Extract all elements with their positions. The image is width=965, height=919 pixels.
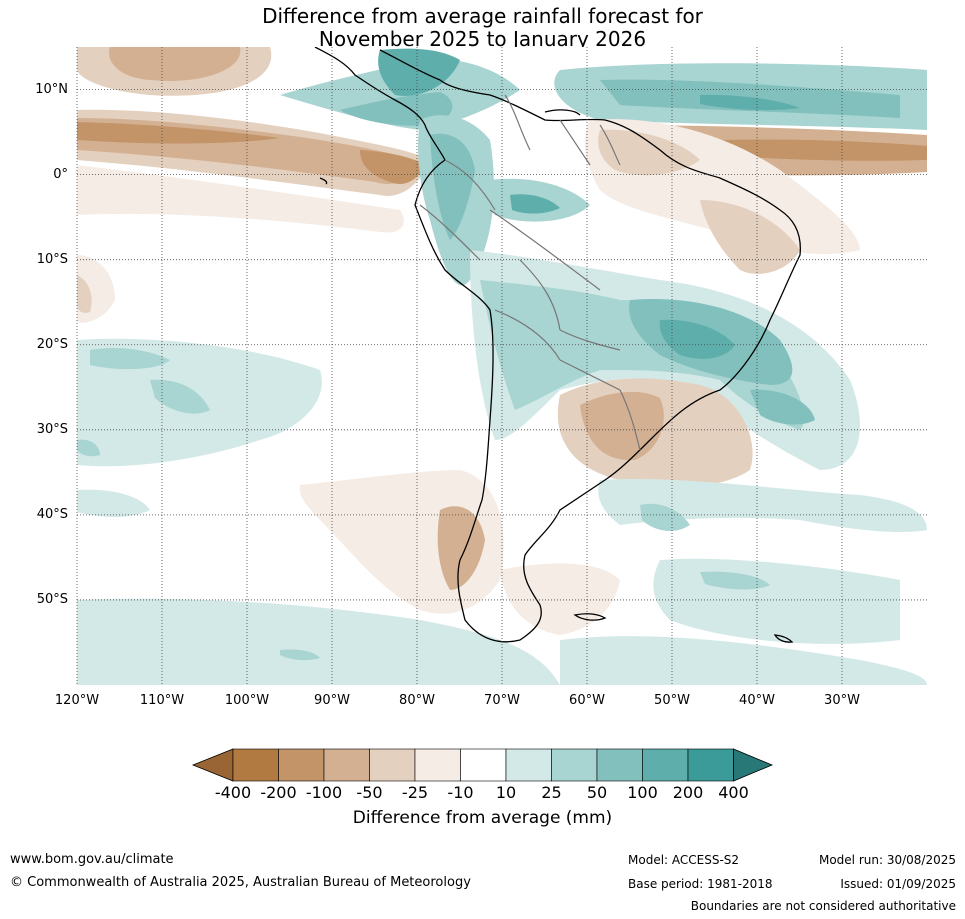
longitude-label: 120°W [54,693,100,708]
latitude-label: 0° [53,166,68,182]
longitude-label: 110°W [139,693,185,708]
colorbar [191,748,774,782]
longitude-label: 100°W [224,693,270,708]
longitude-label: 60°W [569,693,605,708]
model-name: Model: ACCESS-S2 [628,853,740,867]
colorbar-tick-label: -25 [401,783,429,802]
colorbar-tick-label: 10 [495,783,517,802]
colorbar-extend-low [191,748,234,782]
colorbar-tick-label: 25 [541,783,562,802]
colorbar-tick-label: 200 [672,783,704,802]
latitude-label: 30°S [36,421,68,437]
latitude-label: 20°S [36,336,68,352]
colorbar-tick-label: -100 [305,783,343,802]
map-title-line-2: November 2025 to January 2026 [318,27,647,51]
copyright-text: © Commonwealth of Australia 2025, Austra… [10,875,471,890]
colorbar-swatch [505,748,552,782]
longitude-label: 80°W [399,693,435,708]
longitude-label: 40°W [739,693,775,708]
graticule [76,47,927,685]
latitude-label: 50°S [36,591,68,607]
longitude-label: 70°W [484,693,520,708]
colorbar-swatch [460,748,507,782]
colorbar-tick-label: -200 [260,783,297,802]
colorbar-swatch [642,748,689,782]
colorbar-tick-label: -10 [447,783,474,802]
colorbar-swatch [232,748,279,782]
website-link[interactable]: www.bom.gov.au/climate [10,852,174,867]
model-run-date: Model run: 30/08/2025 [818,853,956,867]
longitude-label: 90°W [314,693,350,708]
colorbar-swatch [687,748,734,782]
base-period: Base period: 1981-2018 [628,877,773,891]
colorbar-swatch [414,748,461,782]
latitude-label: 10°N [35,81,68,97]
colorbar-swatch [551,748,598,782]
longitude-label: 50°W [654,693,690,708]
boundary-disclaimer: Boundaries are not considered authoritat… [690,899,956,913]
colorbar-tick-label: 400 [718,783,749,802]
colorbar-swatch [323,748,370,782]
latitude-label: 40°S [36,506,68,522]
colorbar-tick-label: 100 [627,783,658,802]
map-title-line-1: Difference from average rainfall forecas… [262,4,703,28]
country-borders [419,94,641,451]
coastline [314,47,801,643]
longitude-label: 30°W [824,693,860,708]
colorbar-swatch [278,748,325,782]
issued-date: Issued: 01/09/2025 [840,877,956,891]
colorbar-swatch [596,748,643,782]
latitude-label: 10°S [36,251,68,267]
colorbar-label: Difference from average (mm) [352,808,613,828]
colorbar-extend-high [733,748,774,782]
colorbar-swatch [369,748,416,782]
colorbar-tick-label: 50 [586,783,608,802]
colorbar-tick-label: -50 [356,783,383,802]
colorbar-tick-label: -400 [214,783,252,802]
